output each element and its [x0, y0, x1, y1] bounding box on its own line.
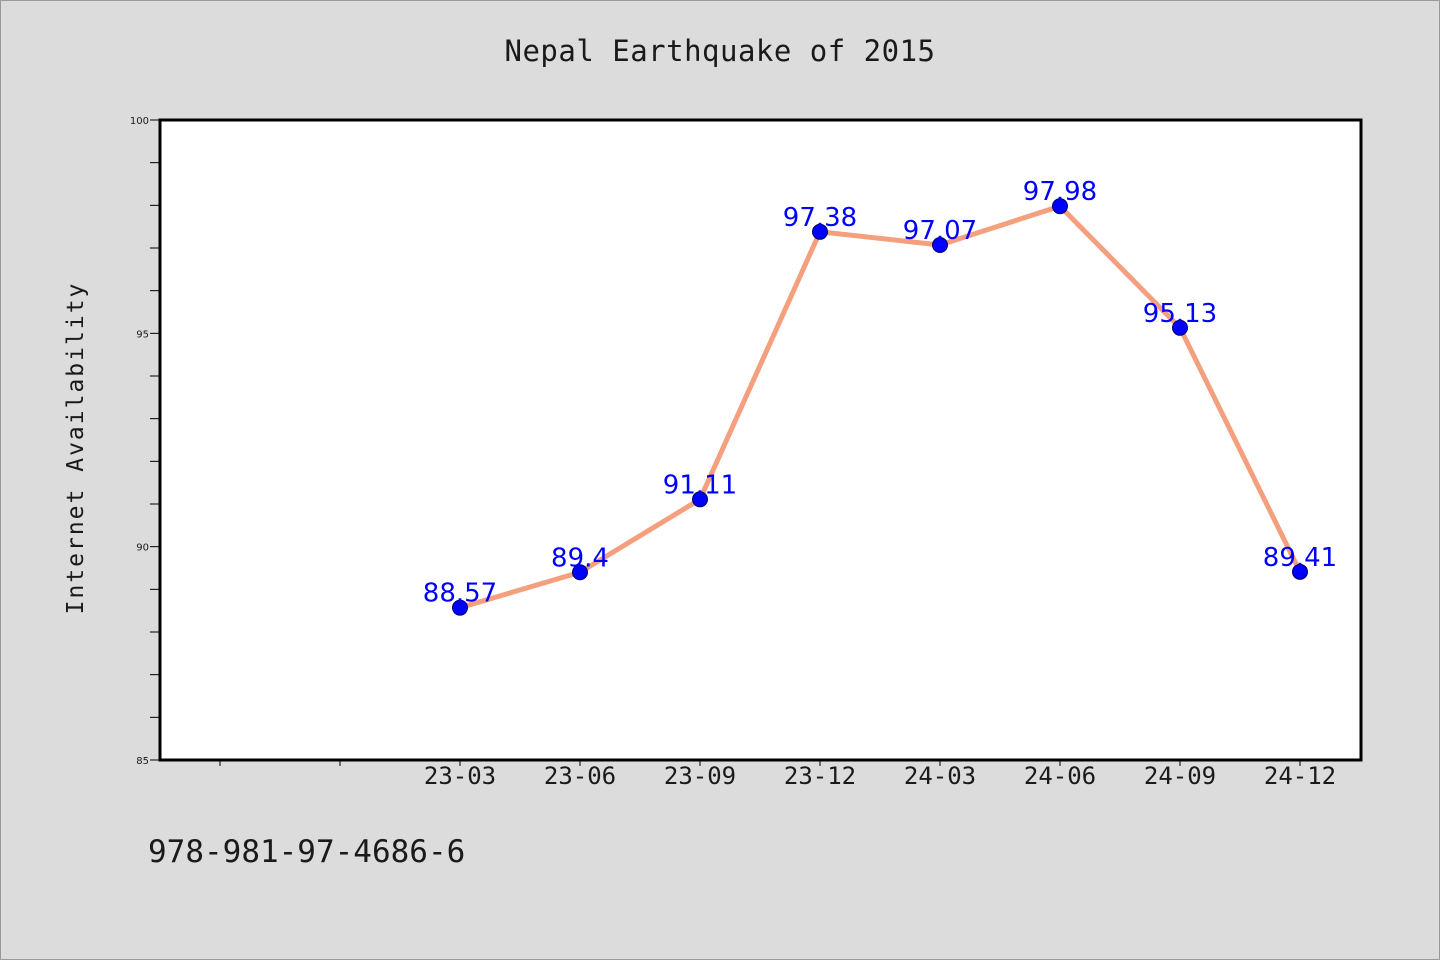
y-tick-label: 95	[136, 329, 149, 340]
y-axis-ticks: 85 90 95 100	[130, 116, 160, 767]
data-point	[812, 223, 828, 240]
x-tick-label: 24-03	[904, 762, 976, 790]
data-markers	[452, 198, 1308, 616]
data-point	[1292, 563, 1308, 580]
y-tick-label: 100	[130, 116, 149, 127]
data-label: 88.57	[423, 579, 497, 609]
data-label: 89.41	[1263, 543, 1337, 573]
x-tick-label: 23-12	[784, 762, 856, 790]
y-tick-label: 85	[136, 756, 149, 767]
data-point	[1172, 319, 1188, 336]
data-point	[452, 599, 468, 616]
chart-title: Nepal Earthquake of 2015	[504, 34, 936, 68]
data-label: 95.13	[1143, 299, 1217, 329]
x-axis-ticks: 23-03 23-06 23-09 23-12 24-03 24-06 24-09 24-12	[219, 760, 1336, 790]
data-labels: 88.57 89.4 91.11 97.38 97.07 97.98 95.13 89.41	[423, 177, 1337, 608]
x-tick-label: 23-09	[664, 762, 736, 790]
data-label: 97.07	[903, 216, 977, 246]
data-label: 91.11	[663, 470, 737, 500]
data-label: 97.98	[1023, 177, 1097, 207]
x-tick-label: 24-12	[1264, 762, 1336, 790]
series-line	[457, 203, 1303, 611]
y-tick-label: 90	[136, 543, 149, 554]
data-label: 89.4	[551, 543, 609, 573]
x-tick-label: 23-06	[544, 762, 616, 790]
x-tick-label: 24-06	[1024, 762, 1096, 790]
data-point	[932, 237, 948, 254]
data-point	[692, 491, 708, 508]
data-point	[572, 564, 588, 581]
x-tick-label: 23-03	[424, 762, 496, 790]
plot-area	[158, 118, 1363, 762]
x-tick-label: 24-09	[1144, 762, 1216, 790]
isbn-footer: 978-981-97-4686-6	[148, 834, 466, 870]
data-point	[1052, 198, 1068, 215]
data-label: 97.38	[783, 203, 857, 233]
